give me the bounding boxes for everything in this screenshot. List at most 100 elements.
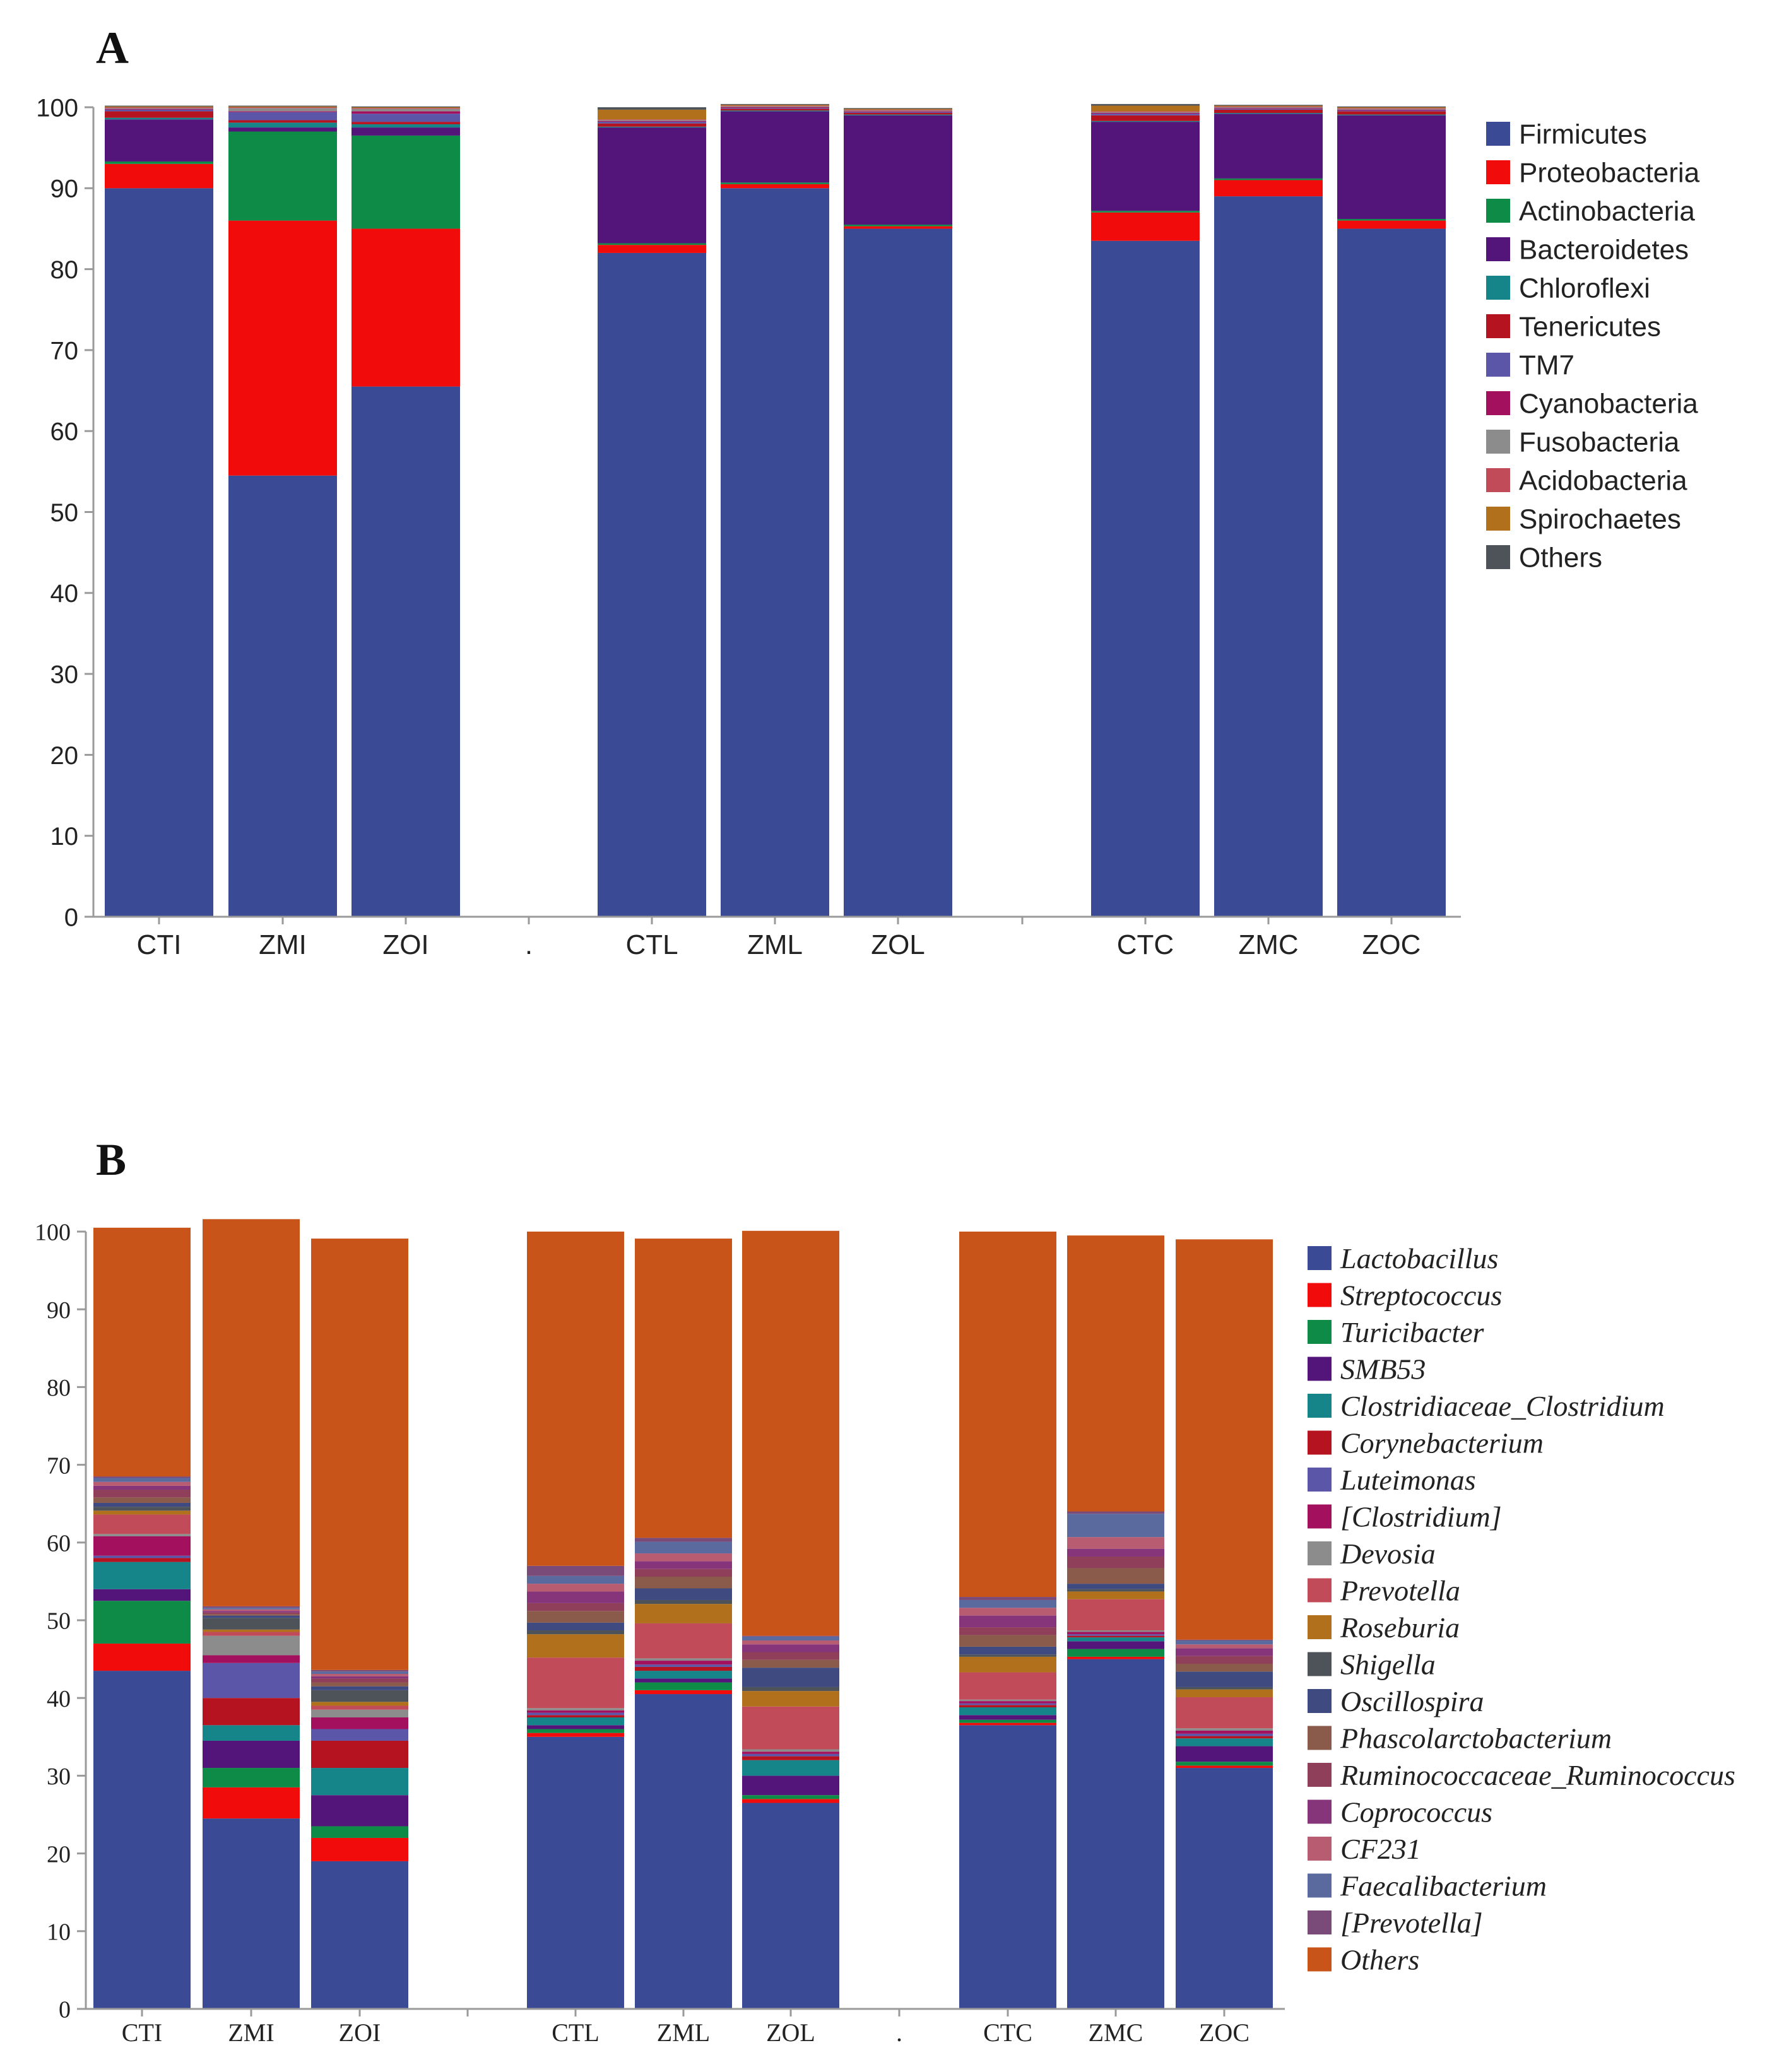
bar-segment-zml-turicibacter xyxy=(635,1682,732,1690)
bar-segment-zml-chloroflexi xyxy=(721,110,829,112)
bar-segment-zml-streptococcus xyxy=(635,1690,732,1695)
bar-segment-ctc-phascolarctobacterium xyxy=(959,1635,1056,1647)
bar-segment-ctl-faecalibacterium xyxy=(527,1575,624,1584)
bar-segment-zml-bacteroidetes xyxy=(721,111,829,183)
bar-segment-zoc-shigella xyxy=(1176,1686,1273,1690)
bar-segment-zoc-tenericutes xyxy=(1337,111,1446,115)
bar-segment-zmc-prevotella xyxy=(1067,1511,1164,1514)
bar-segment-zmi-oscillospira xyxy=(203,1615,300,1618)
bar-segment-zoc-devosia xyxy=(1176,1728,1273,1731)
bar-segment-zml-tenericutes xyxy=(721,109,829,111)
bar-segment-zol-prevotella xyxy=(742,1635,839,1637)
bar-segment-zml-lactobacillus xyxy=(635,1694,732,2009)
bar-segment-cti-smb53 xyxy=(93,1589,191,1601)
bar-segment-zmc-fusobacteria xyxy=(1214,107,1323,109)
bar-segment-zoi-clostridium xyxy=(311,1717,408,1729)
bar-segment-zmi-prevotella xyxy=(203,1632,300,1636)
bar-segment-zol-cyanobacteria xyxy=(844,111,952,112)
x-tick-label-zol: ZOL xyxy=(871,929,925,960)
bar-segment-ctc-cf231 xyxy=(959,1608,1056,1616)
bar-segment-zmc-firmicutes xyxy=(1214,196,1323,917)
bar-segment-zol-streptococcus xyxy=(742,1799,839,1803)
bar-segment-ctl-proteobacteria xyxy=(598,245,706,253)
legend-swatch-actinobacteria xyxy=(1486,199,1510,223)
bar-segment-zoi-turicibacter xyxy=(311,1826,408,1838)
bar-segment-zoc-clostridiaceae-clostridium xyxy=(1176,1738,1273,1746)
bar-segment-ctl-firmicutes xyxy=(598,252,706,917)
bar-segment-zol-others xyxy=(844,108,952,109)
bar-segment-cti-prevotella xyxy=(93,1514,191,1534)
y-tick-label: 90 xyxy=(50,175,79,203)
bar-segment-zoc-tm7 xyxy=(1337,110,1446,112)
bar-segment-zmi-lactobacillus xyxy=(203,1818,300,2009)
bar-segment-zoi-proteobacteria xyxy=(351,228,460,387)
y-tick-label: 20 xyxy=(50,742,79,770)
bar-segment-zol-prevotella xyxy=(742,1706,839,1750)
bar-segment-zol-spirochaetes xyxy=(844,109,952,110)
legend-label-ruminococcaceae-ruminococcus: Ruminococcaceae_Ruminococcus xyxy=(1340,1759,1735,1791)
x-tick-label-zml: ZML xyxy=(657,2018,710,2047)
legend-label-bacteroidetes: Bacteroidetes xyxy=(1519,234,1689,265)
bar-segment-zmi-coprococcus xyxy=(203,1611,300,1613)
x-tick-label-ctc: CTC xyxy=(983,2018,1032,2047)
legend-label-prevotella: [Prevotella] xyxy=(1340,1907,1483,1939)
bar-segment-zoc-clostridium xyxy=(1176,1730,1273,1734)
legend-swatch-prevotella xyxy=(1308,1578,1332,1603)
bar-segment-zoi-faecalibacterium xyxy=(311,1671,408,1675)
bar-segment-ctl-coprococcus xyxy=(527,1591,624,1603)
bar-segment-ctc-spirochaetes xyxy=(1091,105,1200,112)
bar-segment-zmi-turicibacter xyxy=(203,1768,300,1787)
bar-segment-zmi-streptococcus xyxy=(203,1787,300,1819)
bar-segment-cti-phascolarctobacterium xyxy=(93,1497,191,1503)
bar-segment-cti-ruminococcaceae-ruminococcus xyxy=(93,1490,191,1498)
y-tick-label: 80 xyxy=(50,256,79,284)
bar-segment-zoi-cf231 xyxy=(311,1674,408,1676)
bar-segment-ctc-clostridiaceae-clostridium xyxy=(959,1707,1056,1716)
bar-segment-ctl-others xyxy=(527,1232,624,1566)
x-tick-label-blank: . xyxy=(896,2018,902,2047)
x-tick-label-cti: CTI xyxy=(137,929,182,960)
bar-segment-zoi-luteimonas xyxy=(311,1729,408,1741)
bar-segment-zoc-spirochaetes xyxy=(1337,107,1446,109)
x-tick-label-ctl: CTL xyxy=(552,2018,600,2047)
bar-segment-zmc-faecalibacterium xyxy=(1067,1514,1164,1538)
bar-segment-cti-cf231 xyxy=(93,1481,191,1486)
bar-segment-zmi-chloroflexi xyxy=(228,122,337,128)
bar-segment-zoi-streptococcus xyxy=(311,1837,408,1861)
legend-swatch-chloroflexi xyxy=(1486,276,1510,300)
legend-swatch-others xyxy=(1308,1947,1332,1972)
bar-segment-ctl-acidobacteria xyxy=(598,119,706,121)
bar-segment-zoi-fusobacteria xyxy=(351,109,460,112)
legend-swatch-clostridium xyxy=(1308,1504,1332,1529)
bar-segment-zoi-tm7 xyxy=(351,114,460,122)
bar-segment-zmi-prevotella xyxy=(203,1606,300,1608)
bar-segment-ctl-cyanobacteria xyxy=(598,121,706,122)
bar-segment-zol-clostridium xyxy=(742,1751,839,1754)
bar-segment-zoc-fusobacteria xyxy=(1337,109,1446,110)
legend-swatch-tm7 xyxy=(1486,353,1510,377)
bar-segment-zol-corynebacterium xyxy=(742,1756,839,1760)
bar-segment-zoc-acidobacteria xyxy=(1337,108,1446,109)
bar-segment-cti-coprococcus xyxy=(93,1485,191,1490)
bar-segment-ctl-roseburia xyxy=(527,1634,624,1658)
x-tick-label-zol: ZOL xyxy=(766,2018,815,2047)
legend-swatch-phascolarctobacterium xyxy=(1308,1726,1332,1750)
bar-segment-zol-coprococcus xyxy=(742,1644,839,1652)
bar-segment-zoc-coprococcus xyxy=(1176,1648,1273,1656)
bar-segment-zoi-tenericutes xyxy=(351,122,460,124)
bar-segment-ctc-prevotella xyxy=(959,1597,1056,1600)
y-tick-label: 100 xyxy=(35,1220,71,1246)
legend-label-turicibacter: Turicibacter xyxy=(1340,1316,1485,1348)
bar-segment-cti-firmicutes xyxy=(105,188,213,917)
x-tick-label-zoi: ZOI xyxy=(382,929,428,960)
x-tick-label-zmi: ZMI xyxy=(259,929,307,960)
legend-swatch-shigella xyxy=(1308,1652,1332,1676)
bar-segment-zol-oscillospira xyxy=(742,1668,839,1687)
bar-segment-cti-tm7 xyxy=(105,109,213,112)
bar-segment-ctc-prevotella xyxy=(959,1672,1056,1700)
bar-segment-zoi-corynebacterium xyxy=(311,1740,408,1769)
bar-segment-ctc-cyanobacteria xyxy=(1091,112,1200,114)
y-tick-label: 50 xyxy=(47,1608,71,1635)
bar-segment-zml-cf231 xyxy=(635,1553,732,1562)
bar-segment-zmc-oscillospira xyxy=(1067,1584,1164,1589)
